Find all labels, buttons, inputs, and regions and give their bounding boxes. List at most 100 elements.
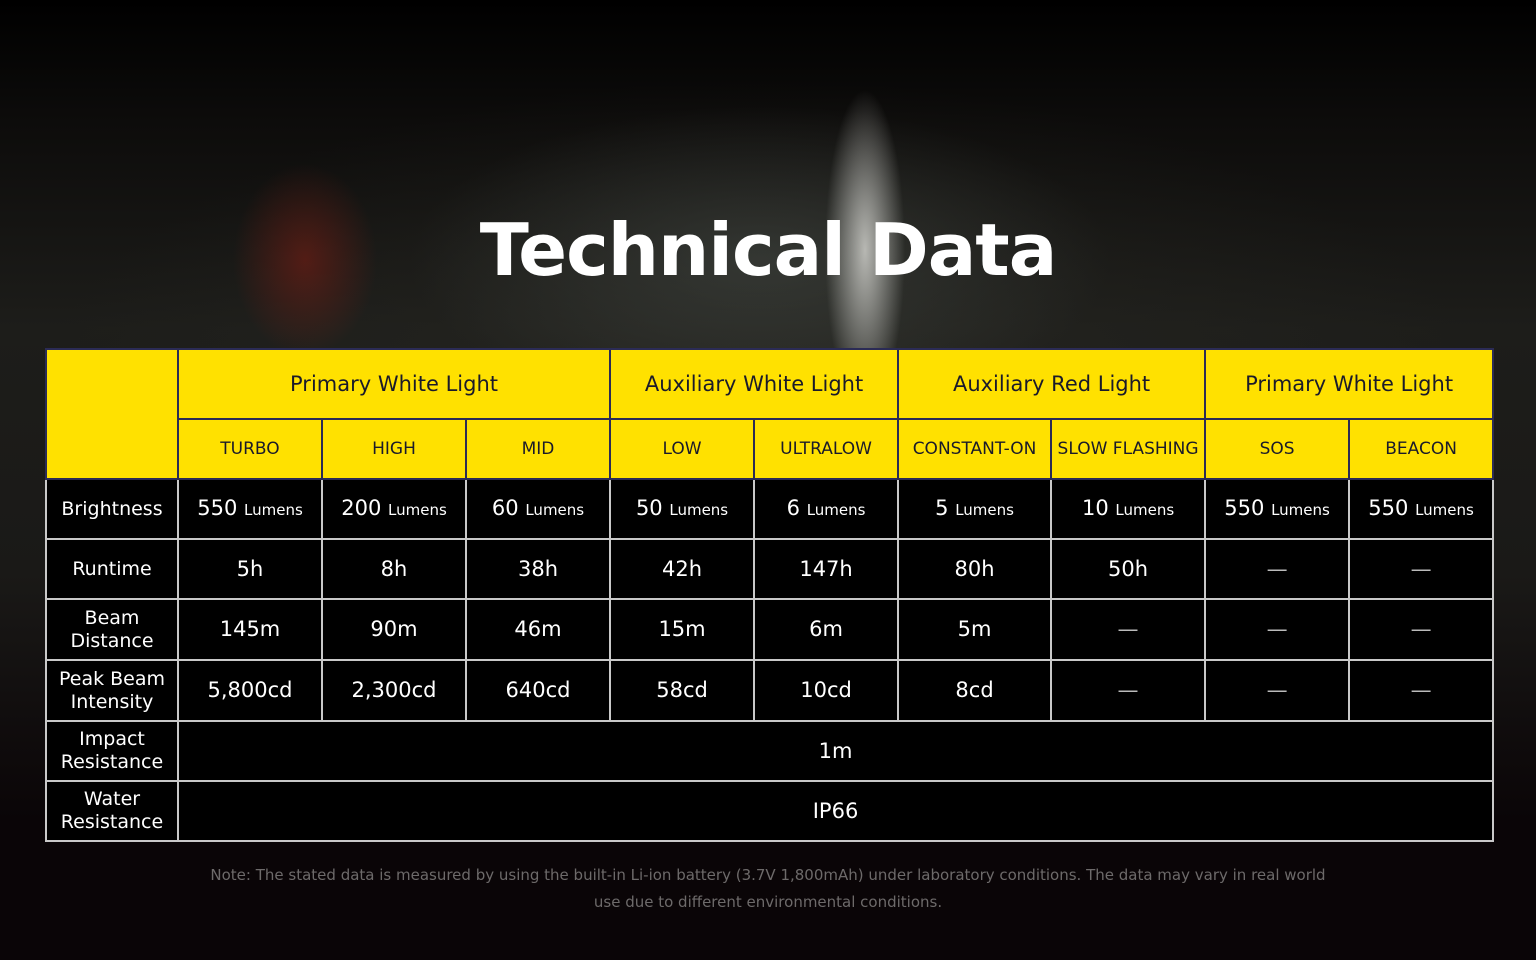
corner-cell — [45, 348, 179, 480]
cell-value: 8h — [380, 556, 408, 581]
cell-unit: Lumens — [955, 500, 1014, 519]
merged-value-cell: 1m — [176, 720, 1495, 782]
cell-value: 46m — [514, 617, 562, 641]
table-row: Brightness 550 Lumens 200 Lumens 60 Lumens 5… — [45, 478, 1495, 540]
table-row: Impact Resistance 1m — [45, 720, 1495, 782]
row-label: Impact Resistance — [45, 720, 179, 782]
value-cell: 200 Lumens — [321, 478, 467, 540]
value-cell: — — [1348, 598, 1495, 661]
footnote: Note: The stated data is measured by usi… — [210, 866, 1326, 911]
table-row: Beam Distance 145m 90m 46m 15m 6m 5m — — — — [45, 598, 1495, 661]
cell-value: 200 — [341, 495, 382, 520]
cell-value: — — [1410, 678, 1432, 702]
value-cell: — — [1050, 598, 1207, 661]
group-header: Primary White Light — [1204, 348, 1495, 420]
mode-header: SOS — [1204, 418, 1351, 480]
cell-value: — — [1266, 617, 1288, 641]
cell-unit: Lumens — [806, 500, 866, 519]
value-cell: — — [1050, 659, 1207, 722]
cell-value: 8cd — [955, 678, 994, 702]
mode-header: SLOW FLASHING — [1050, 418, 1207, 480]
mode-header: HIGH — [321, 418, 467, 480]
cell-value: 42h — [662, 556, 703, 581]
mode-header: BEACON — [1348, 418, 1495, 480]
value-cell: 6m — [753, 598, 900, 661]
value-cell: 10cd — [753, 659, 900, 722]
value-cell: — — [1348, 538, 1495, 600]
cell-value: — — [1410, 617, 1432, 641]
cell-value: — — [1266, 678, 1288, 702]
mode-header: MID — [464, 418, 612, 480]
value-cell: 8h — [321, 538, 467, 600]
value-cell: 640cd — [464, 659, 612, 722]
group-header: Auxiliary White Light — [609, 348, 900, 420]
table-row: Runtime 5h 8h 38h 42h 147h 80h 50h — — — [45, 538, 1495, 600]
value-cell: 42h — [609, 538, 756, 600]
cell-unit: Lumens — [244, 500, 303, 519]
cell-value: 550 — [197, 495, 238, 520]
cell-value: 6m — [809, 617, 843, 641]
cell-value: 550 — [1224, 495, 1265, 520]
value-cell: — — [1204, 598, 1351, 661]
value-cell: 5h — [177, 538, 323, 600]
group-header: Primary White Light — [176, 348, 612, 420]
mode-header: LOW — [609, 418, 756, 480]
merged-value-cell: IP66 — [176, 780, 1495, 842]
cell-value: 147h — [799, 556, 853, 581]
cell-unit: Lumens — [1415, 500, 1474, 519]
group-header-row: Primary White Light Auxiliary White Light… — [45, 348, 1495, 480]
cell-value: 80h — [954, 556, 995, 581]
cell-value: 10 — [1081, 495, 1109, 520]
cell-value: 58cd — [656, 678, 708, 702]
value-cell: 550 Lumens — [177, 478, 323, 540]
value-cell: 147h — [753, 538, 900, 600]
table-row: Peak Beam Intensity 5,800cd 2,300cd 640cd 58… — [45, 659, 1495, 722]
cell-value: 5h — [236, 556, 264, 581]
value-cell: 10 Lumens — [1050, 478, 1207, 540]
cell-value: 15m — [658, 617, 706, 641]
mode-header-row: TURBO HIGH MID LOW ULTRALOW CONSTANT-ON SLOW F… — [46, 418, 1495, 480]
mode-header: CONSTANT-ON — [897, 418, 1053, 480]
table-row: Water Resistance IP66 — [45, 780, 1495, 842]
cell-unit: Lumens — [1271, 500, 1330, 519]
row-label: Runtime — [45, 538, 179, 600]
group-header: Auxiliary Red Light — [897, 348, 1207, 420]
cell-value: 5 — [935, 495, 949, 520]
value-cell: 550 Lumens — [1204, 478, 1351, 540]
row-label: Peak Beam Intensity — [45, 659, 179, 722]
cell-value: 145m — [219, 617, 281, 641]
value-cell: 60 Lumens — [464, 478, 612, 540]
cell-unit: Lumens — [388, 500, 447, 519]
mode-header: TURBO — [177, 418, 323, 480]
value-cell: — — [1204, 538, 1351, 600]
cell-value: 5m — [957, 617, 992, 641]
cell-value: 90m — [370, 617, 418, 641]
mode-header: ULTRALOW — [753, 418, 900, 480]
value-cell: — — [1348, 659, 1495, 722]
value-cell: 5m — [897, 598, 1053, 661]
cell-value: — — [1410, 556, 1432, 581]
row-label: Brightness — [45, 478, 179, 540]
cell-unit: Lumens — [1115, 500, 1175, 519]
cell-value: 50h — [1108, 556, 1149, 581]
spec-table: Primary White Light Auxiliary White Light… — [45, 348, 1495, 842]
cell-value: 10cd — [800, 678, 852, 702]
value-cell: 5,800cd — [177, 659, 323, 722]
cell-value: 550 — [1368, 495, 1409, 520]
value-cell: — — [1204, 659, 1351, 722]
value-cell: 15m — [609, 598, 756, 661]
row-label: Water Resistance — [45, 780, 179, 842]
cell-value: 640cd — [505, 678, 571, 702]
cell-value: 38h — [518, 556, 559, 581]
value-cell: 8cd — [897, 659, 1053, 722]
value-cell: 80h — [897, 538, 1053, 600]
value-cell: 38h — [464, 538, 612, 600]
cell-value: 5,800cd — [207, 678, 293, 702]
page-title: Technical Data — [479, 208, 1058, 292]
value-cell: 50 Lumens — [609, 478, 756, 540]
value-cell: 145m — [177, 598, 323, 661]
cell-value: 50 — [635, 495, 663, 520]
cell-value: 60 — [491, 495, 519, 520]
cell-value: — — [1117, 617, 1139, 641]
value-cell: 46m — [464, 598, 612, 661]
